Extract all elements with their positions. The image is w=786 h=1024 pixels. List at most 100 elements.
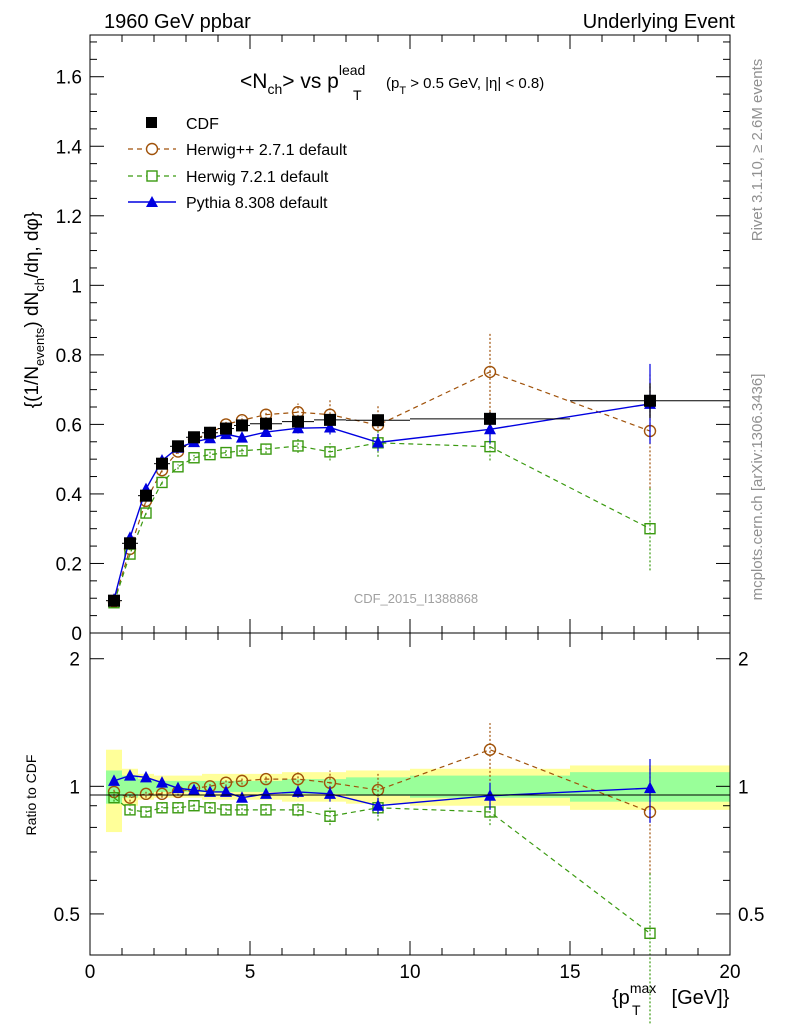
main-series-layer bbox=[106, 331, 730, 609]
ratio-point bbox=[324, 810, 336, 822]
ratio-series-herwig-7-2-1-default bbox=[108, 792, 656, 1024]
data-point bbox=[156, 457, 168, 470]
y-tick-label: 0 bbox=[71, 624, 82, 645]
ratio-point bbox=[291, 772, 305, 786]
x-tick-label: 5 bbox=[245, 962, 256, 983]
series-pythia-8-308-default bbox=[108, 363, 656, 605]
ratio-point bbox=[172, 781, 184, 794]
data-point bbox=[204, 448, 216, 461]
ratio-series-herwig-2-7-1-default bbox=[107, 723, 657, 875]
y-tick-label: 0.2 bbox=[56, 554, 82, 575]
ratio-tick-label-left: 2 bbox=[69, 650, 80, 671]
data-point bbox=[204, 426, 216, 439]
ratio-point bbox=[292, 785, 304, 797]
legend-marker-herwig7 bbox=[146, 170, 158, 182]
ratio-point bbox=[140, 770, 152, 783]
ratio-y-axis-label: Ratio to CDF bbox=[23, 755, 39, 836]
ratio-point bbox=[371, 783, 385, 797]
ratio-tick-label-right: 0.5 bbox=[738, 905, 764, 926]
ratio-point bbox=[188, 783, 200, 796]
title-main: <N bbox=[240, 70, 267, 93]
rivet-version-label: Rivet 3.1.10, ≥ 2.6M events bbox=[749, 59, 766, 242]
ratio-point bbox=[188, 800, 200, 812]
ratio-point bbox=[324, 787, 336, 799]
ratio-point bbox=[172, 802, 184, 814]
y-tick-label: 0.8 bbox=[56, 346, 82, 367]
ratio-point bbox=[483, 743, 497, 756]
series-herwig-7-2-1-default bbox=[108, 428, 656, 609]
legend-label-herwig7: Herwig 7.2.1 default bbox=[186, 169, 329, 186]
ylabel-c: /dη, dφ} bbox=[22, 212, 43, 278]
ratio-tick-label-right: 1 bbox=[738, 777, 749, 798]
legend-label-cdf: CDF bbox=[186, 116, 219, 133]
y-tick-label: 1.6 bbox=[56, 68, 82, 89]
ratio-point bbox=[292, 804, 304, 816]
header-right: Underlying Event bbox=[583, 11, 736, 33]
data-point bbox=[372, 414, 384, 427]
data-point bbox=[324, 421, 336, 433]
y-tick-label: 1 bbox=[71, 276, 82, 297]
x-tick-label: 15 bbox=[559, 962, 580, 983]
data-point bbox=[140, 489, 152, 502]
y-tick-label: 0.4 bbox=[56, 485, 83, 506]
title-cut-rest: > 0.5 GeV, |η| < 0.8) bbox=[406, 75, 544, 92]
legend-label-pythia: Pythia 8.308 default bbox=[186, 195, 328, 212]
xlabel-sub: T bbox=[632, 1002, 641, 1018]
title-sub: T bbox=[353, 87, 362, 103]
ratio-point bbox=[156, 802, 168, 814]
data-point bbox=[236, 445, 248, 457]
ratio-point bbox=[236, 804, 248, 816]
ratio-point bbox=[155, 787, 169, 801]
ratio-point bbox=[124, 769, 136, 781]
data-point bbox=[220, 446, 232, 459]
data-point bbox=[483, 365, 497, 379]
legend: CDF Herwig++ 2.7.1 default Herwig 7.2.1 … bbox=[128, 116, 348, 212]
data-point bbox=[372, 435, 384, 448]
series-herwig-2-7-1-default bbox=[107, 331, 657, 608]
ratio-point bbox=[140, 806, 152, 818]
ratio-point bbox=[260, 804, 272, 816]
ratio-point bbox=[108, 774, 120, 786]
title-mid: > vs p bbox=[282, 70, 339, 93]
ratio-point bbox=[220, 804, 232, 816]
ratio-point bbox=[644, 781, 656, 794]
x-tick-label: 0 bbox=[85, 962, 96, 983]
ratio-point bbox=[220, 785, 232, 797]
series-line-herwig-7-2-1-default bbox=[113, 442, 651, 603]
x-tick-label: 10 bbox=[399, 962, 420, 983]
data-point bbox=[292, 415, 304, 428]
ratio-point bbox=[124, 804, 136, 816]
data-point bbox=[484, 412, 496, 425]
ratio-point bbox=[123, 791, 137, 804]
data-point bbox=[124, 537, 136, 550]
ratio-point bbox=[204, 785, 216, 797]
ratio-point bbox=[204, 802, 216, 814]
xlabel-a: {p bbox=[612, 987, 630, 1009]
ylabel-a: {(1/N bbox=[22, 366, 43, 408]
ratio-band-inner bbox=[122, 775, 138, 798]
data-point bbox=[188, 431, 200, 444]
ratio-point bbox=[235, 774, 249, 788]
series-cdf bbox=[106, 383, 730, 607]
data-point bbox=[484, 422, 496, 435]
data-point bbox=[108, 594, 120, 607]
y-tick-label: 1.4 bbox=[56, 137, 83, 158]
ratio-tick-label-left: 1 bbox=[69, 777, 80, 798]
y-tick-label: 1.2 bbox=[56, 207, 82, 228]
ratio-point bbox=[644, 927, 656, 940]
ratio-point bbox=[260, 787, 272, 799]
legend-label-herwigpp: Herwig++ 2.7.1 default bbox=[186, 142, 348, 159]
data-point bbox=[172, 461, 184, 473]
ratio-point bbox=[108, 792, 120, 804]
ylabel-a-sub: events bbox=[32, 327, 47, 366]
mcplots-label: mcplots.cern.ch [arXiv:1306.3436] bbox=[749, 374, 766, 601]
data-point bbox=[188, 452, 200, 464]
ylabel-b: ) dN bbox=[22, 292, 43, 328]
ratio-point bbox=[259, 772, 273, 786]
data-point bbox=[220, 422, 232, 435]
ratio-tick-label-left: 0.5 bbox=[54, 905, 80, 926]
series-line-herwig-2-7-1-default bbox=[113, 371, 651, 602]
data-point bbox=[260, 425, 272, 438]
ratio-band-inner bbox=[250, 780, 282, 792]
